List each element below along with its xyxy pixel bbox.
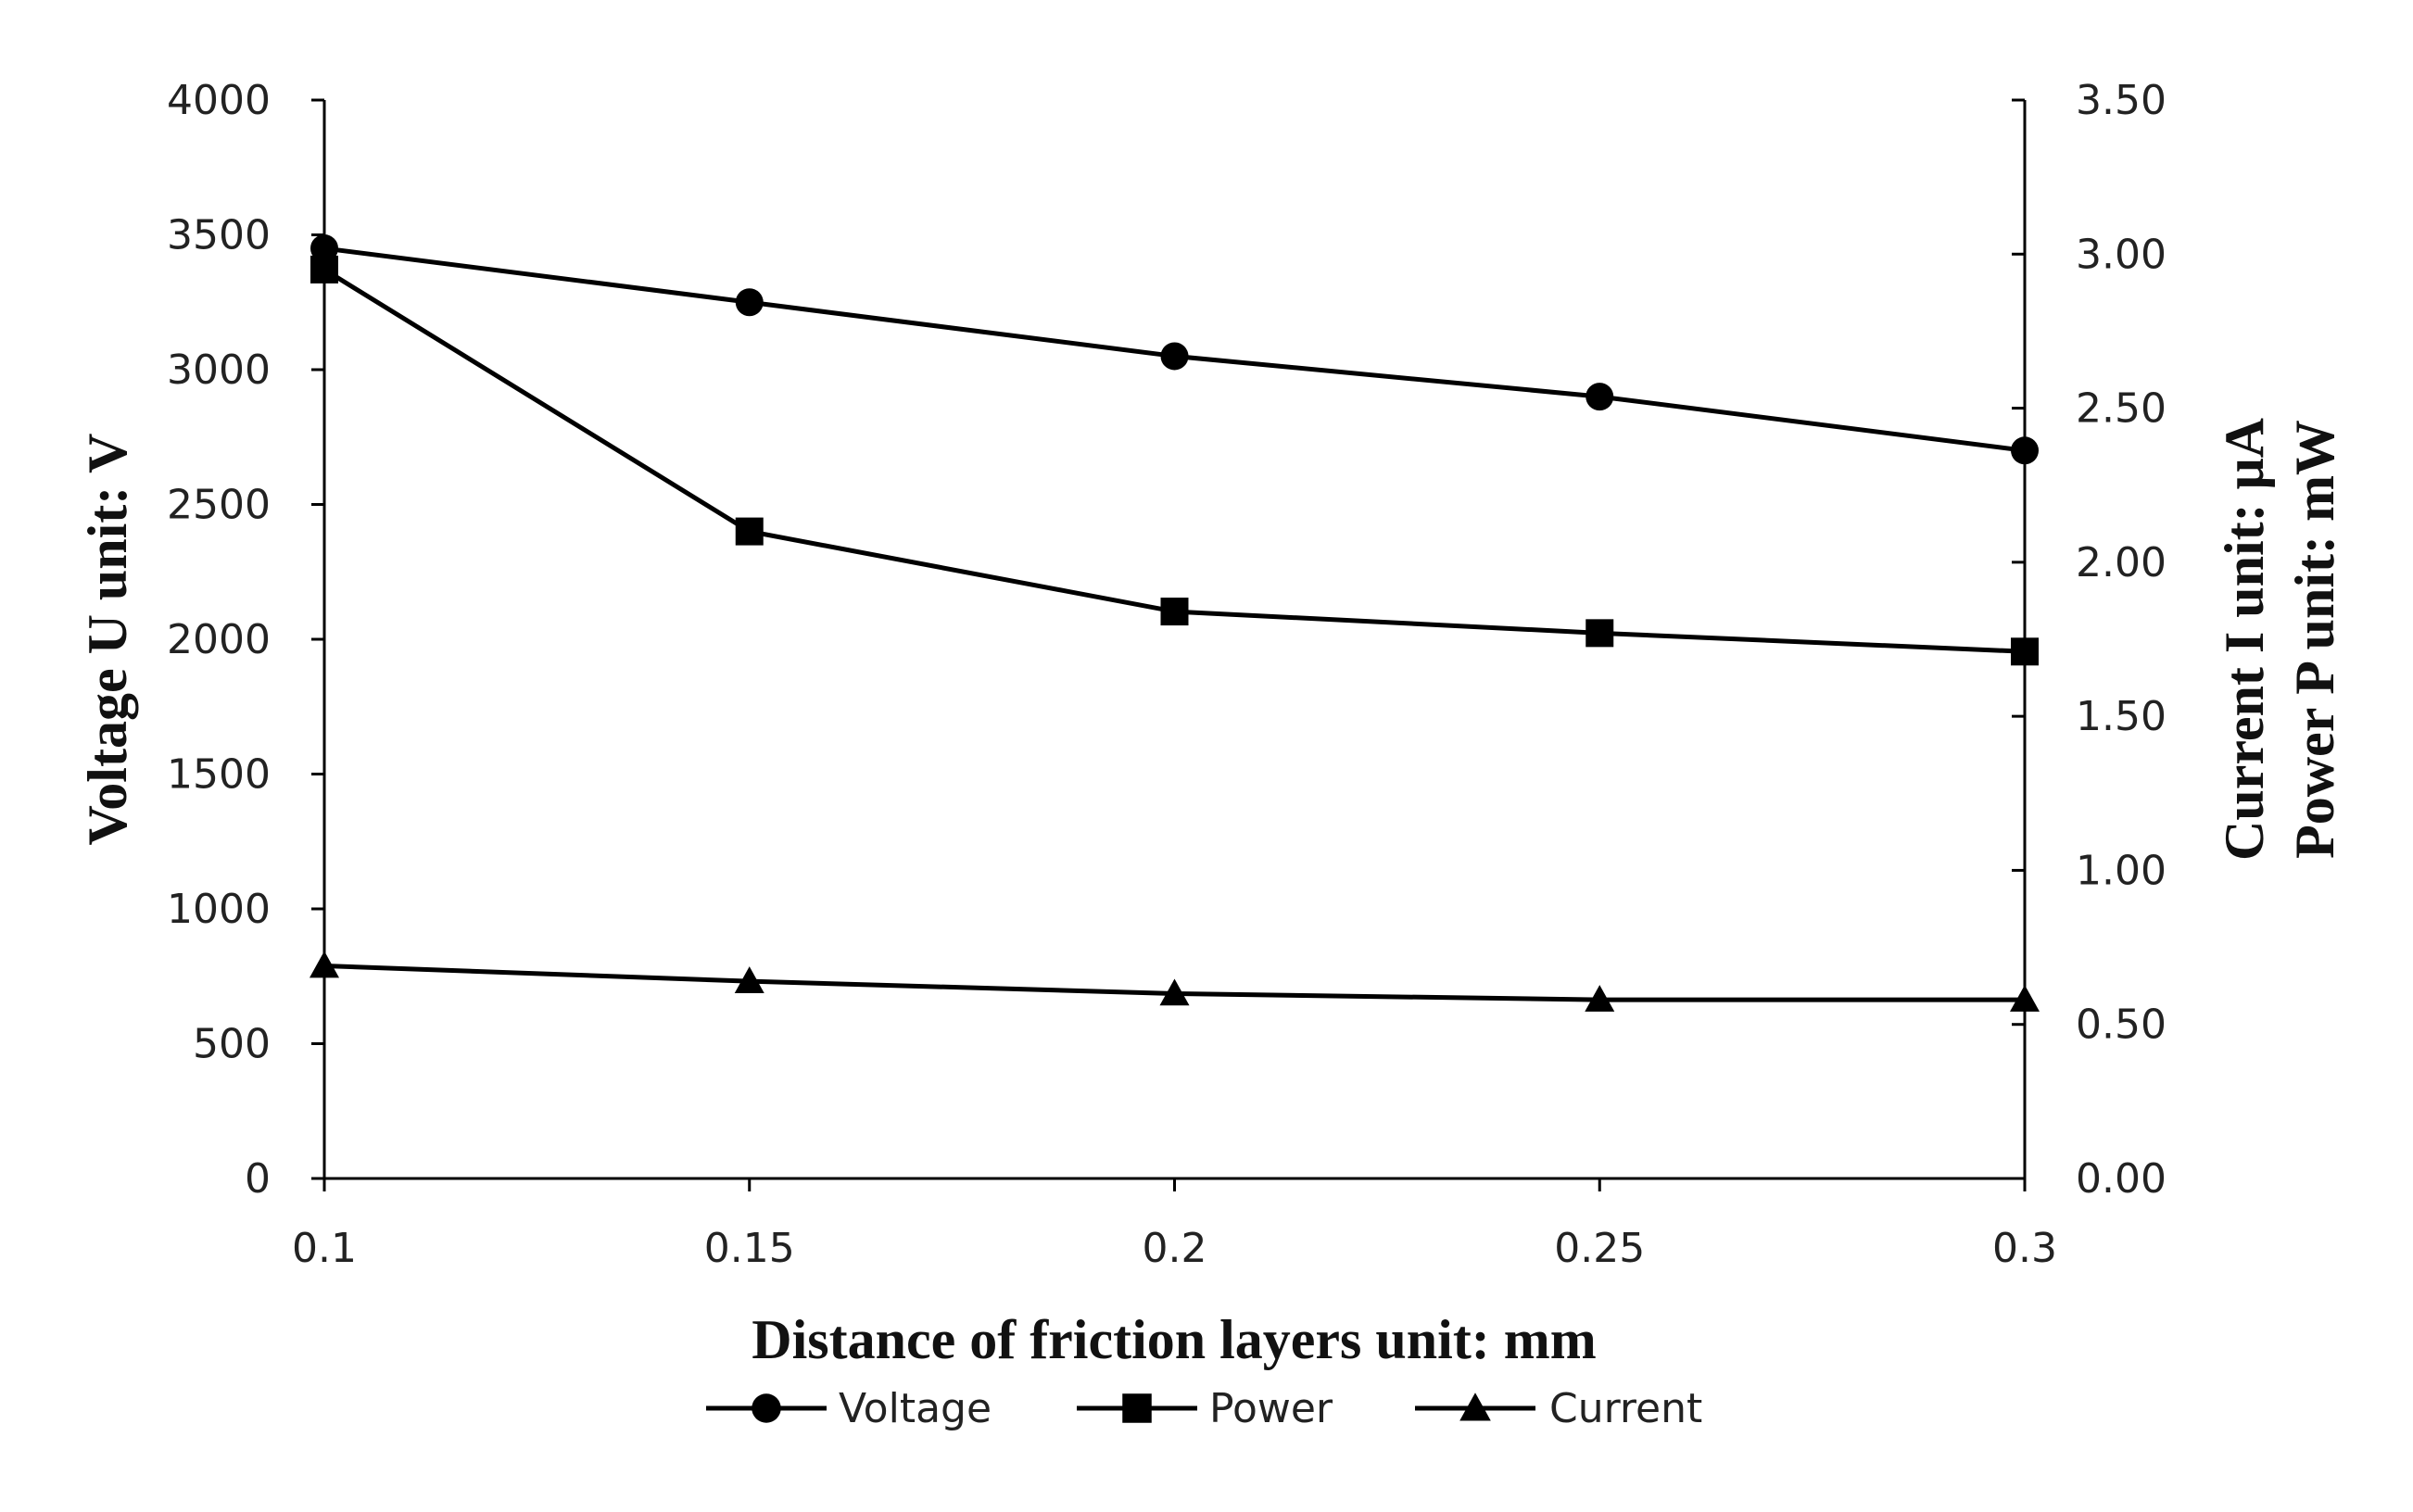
right-y-tick-label: 3.50 (2076, 77, 2167, 124)
series-current (310, 951, 2040, 1012)
left-y-tick-label: 3500 (167, 212, 271, 259)
left-y-tick-label: 2000 (167, 616, 271, 663)
left-y-tick-label: 500 (193, 1021, 271, 1068)
series-line-power (322, 267, 2026, 654)
data-point-current (734, 966, 764, 993)
data-point-current (310, 951, 339, 978)
data-point-voltage (735, 288, 764, 317)
x-axis-title: Distance of friction layers unit: mm (752, 1309, 1596, 1370)
legend-marker-voltage (752, 1393, 781, 1423)
legend-item-current: Current (1415, 1385, 1702, 1432)
legend-item-voltage: Voltage (706, 1385, 992, 1432)
x-ticks: 0.1 0.15 0.2 0.25 0.3 (292, 1178, 2057, 1272)
legend-marker-current (1459, 1392, 1491, 1421)
data-point-current (1585, 985, 1615, 1012)
right-y-tick-label: 3.00 (2076, 231, 2167, 278)
data-point-power (735, 517, 764, 546)
x-tick-label: 0.3 (1992, 1225, 2057, 1272)
series-voltage (310, 234, 2039, 465)
right-y-tick-label: 2.50 (2076, 385, 2167, 433)
series-layer (310, 234, 2040, 1012)
x-tick-label: 0.2 (1143, 1225, 1207, 1272)
data-point-power (1586, 619, 1614, 648)
right-y-tick-label: 1.50 (2076, 693, 2167, 740)
legend: Voltage Power Current (706, 1385, 1702, 1432)
right-y-tick-label: 0.00 (2076, 1155, 2167, 1203)
right-y-axis-title-power: Power P unit: mW (2284, 420, 2345, 859)
data-point-power (1160, 598, 1189, 626)
data-point-power (2011, 637, 2039, 666)
left-y-tick-label: 1500 (167, 751, 271, 799)
right-y-tick-label: 2.00 (2076, 539, 2167, 586)
x-tick-label: 0.25 (1554, 1225, 1645, 1272)
series-power (310, 255, 2039, 666)
left-y-axis-title: Voltage U unit: V (77, 433, 138, 845)
left-y-tick-label: 0 (245, 1155, 271, 1203)
left-y-ticks: 0 500 1000 1500 2000 2500 3000 3500 4000 (167, 77, 324, 1203)
data-point-current (1159, 978, 1190, 1006)
data-point-voltage (1160, 342, 1189, 371)
left-y-tick-label: 3000 (167, 346, 271, 394)
data-point-voltage (1586, 383, 1614, 411)
right-y-tick-label: 1.00 (2076, 847, 2167, 894)
data-point-voltage (310, 234, 338, 263)
left-y-tick-label: 4000 (167, 77, 271, 124)
right-y-tick-label: 0.50 (2076, 1002, 2167, 1049)
data-point-power (310, 255, 338, 284)
right-y-axis-title-current: Current I unit: μA (2214, 418, 2275, 861)
legend-label-power: Power (1209, 1385, 1333, 1432)
legend-label-current: Current (1549, 1385, 1702, 1432)
x-tick-label: 0.1 (292, 1225, 357, 1272)
left-y-tick-label: 2500 (167, 482, 271, 529)
legend-item-power: Power (1077, 1385, 1333, 1432)
data-point-current (2010, 985, 2040, 1012)
x-tick-label: 0.15 (704, 1225, 795, 1272)
left-y-tick-label: 1000 (167, 886, 271, 933)
legend-marker-power (1122, 1393, 1152, 1423)
data-point-voltage (2011, 436, 2039, 465)
right-y-ticks: 0.00 0.50 1.00 1.50 2.00 2.50 3.00 3.50 (2012, 77, 2167, 1203)
legend-label-voltage: Voltage (839, 1385, 992, 1432)
